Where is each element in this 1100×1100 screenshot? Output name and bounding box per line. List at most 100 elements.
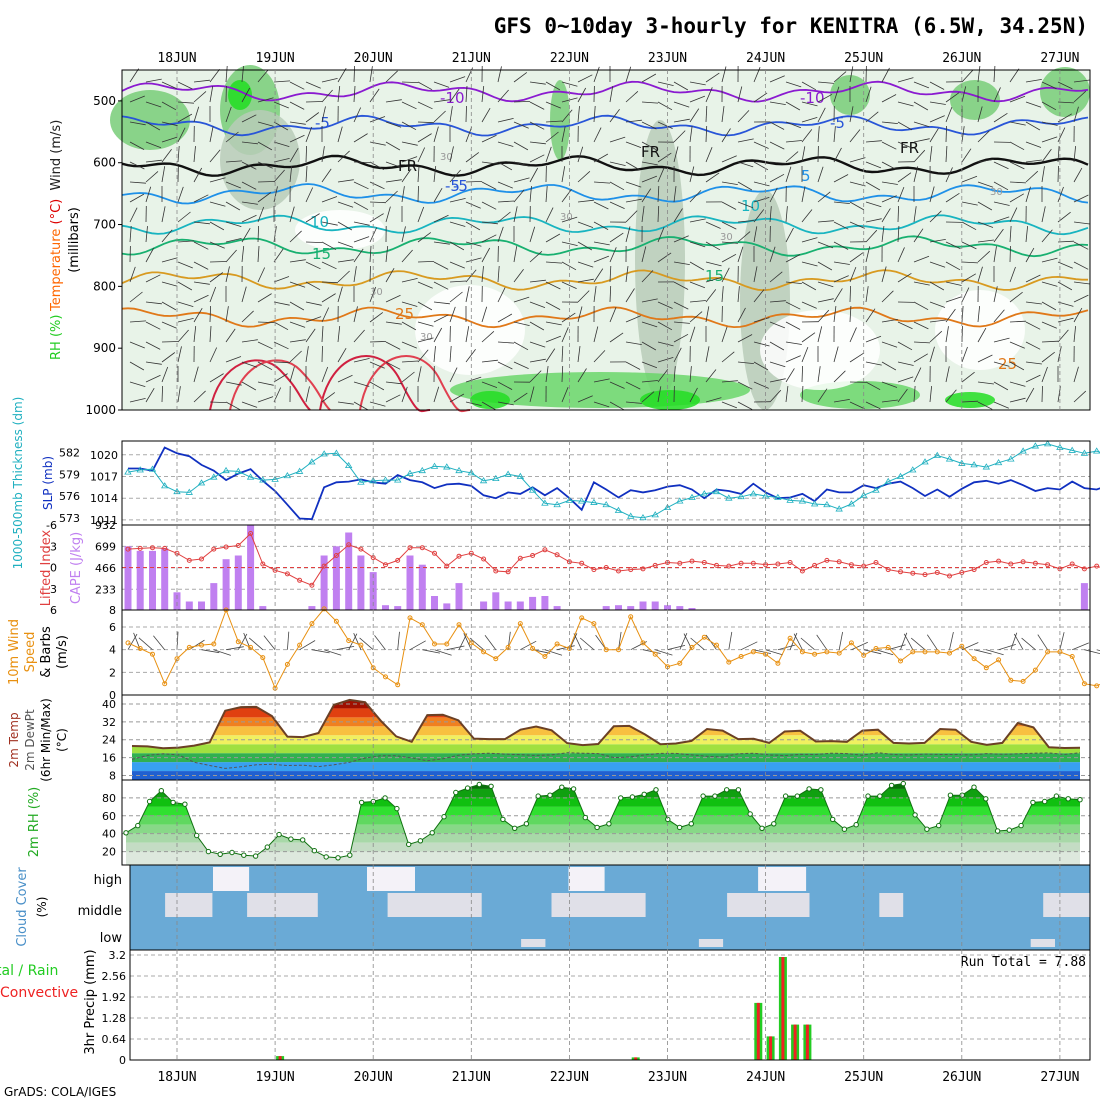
wind-marker <box>652 651 658 657</box>
wind-barb <box>673 118 690 123</box>
y-tick-label: 40 <box>102 828 116 841</box>
wind-barb <box>497 265 500 283</box>
li-marker <box>1032 560 1038 566</box>
wind-barb <box>593 105 596 123</box>
wind-barb <box>273 158 290 163</box>
wind-barb <box>481 234 497 243</box>
precip-label: 3hr Precip (mm) <box>83 949 98 1054</box>
thickness-marker <box>1092 447 1100 454</box>
cape-bar <box>455 583 463 610</box>
wind-marker <box>137 646 143 651</box>
wind-barb <box>1041 281 1058 287</box>
wind-barb <box>737 201 754 209</box>
li-marker <box>787 560 793 565</box>
wind-barb <box>529 154 545 163</box>
wind-barb <box>289 147 299 163</box>
wind-barb <box>903 633 914 650</box>
cape-bar <box>124 546 132 610</box>
wind-barb <box>401 101 417 110</box>
wind-barb <box>865 140 882 143</box>
cape-bar <box>480 601 488 610</box>
wind-barb <box>1009 225 1012 243</box>
wind-barb <box>769 141 785 150</box>
wind-barb <box>465 401 482 406</box>
rh-marker <box>1042 798 1048 805</box>
isotherm-line <box>121 114 1089 137</box>
cloud-cell <box>551 893 564 917</box>
wind-barb <box>865 286 869 303</box>
cape-bar <box>173 592 181 610</box>
wind-barb <box>433 301 450 305</box>
li-marker <box>726 563 732 569</box>
wind-barb <box>769 121 785 130</box>
cloud-cell <box>727 893 740 917</box>
wind-barb <box>753 361 769 371</box>
wind-barb <box>769 173 785 183</box>
wind-marker <box>297 642 303 648</box>
wind-barb <box>833 399 850 403</box>
wind-barb <box>463 633 472 650</box>
rh-marker <box>276 831 282 838</box>
wind-barb <box>273 141 290 147</box>
wind-barb <box>705 105 708 123</box>
wind-barb <box>673 81 689 91</box>
wind-barb <box>145 101 162 108</box>
y-tick-label-left: -6 <box>46 519 57 532</box>
wind-barb <box>1041 136 1058 143</box>
wind-barb <box>641 101 659 104</box>
wind-barb <box>801 237 818 243</box>
wind-barb <box>689 241 706 248</box>
wind-barb <box>465 152 480 163</box>
wind-barb <box>481 134 497 143</box>
cape-bar <box>602 606 610 610</box>
wind-barb <box>769 271 783 283</box>
thickness-marker <box>823 500 831 508</box>
wind-barb <box>593 66 600 83</box>
wind-barb <box>497 361 513 370</box>
wind-barb <box>673 130 686 143</box>
cloud-cell <box>387 893 400 917</box>
wind-barb <box>193 106 200 123</box>
wind-barb <box>929 210 942 223</box>
wind-barb <box>401 278 418 283</box>
rh-marker <box>853 822 859 828</box>
thickness-marker <box>921 458 929 465</box>
li-marker <box>309 582 315 588</box>
rh-marker <box>500 816 506 823</box>
date-label-top: 23JUN <box>648 51 687 66</box>
wind-barb <box>385 99 402 103</box>
cape-bar <box>504 601 512 610</box>
rh-marker <box>347 852 353 858</box>
wind-barb <box>193 366 199 383</box>
wind-barb <box>369 341 387 343</box>
li-marker <box>530 553 536 558</box>
wind-barb <box>801 301 817 309</box>
wind-barb <box>593 350 606 363</box>
cape-bar <box>308 606 316 610</box>
wind-barb <box>161 148 172 163</box>
wind-barb <box>785 321 801 330</box>
wind-barb <box>257 141 273 151</box>
thickness-marker <box>663 503 672 511</box>
wind-marker <box>579 615 585 621</box>
li-marker <box>750 560 756 566</box>
cloud-cell <box>750 893 763 917</box>
wind-barb <box>689 81 706 86</box>
wind-barb <box>817 126 820 143</box>
wind-barb <box>881 341 898 348</box>
wind-barb <box>257 192 272 203</box>
wind-barb <box>689 218 706 223</box>
wind-barb <box>849 352 864 363</box>
wind-barb <box>289 81 305 90</box>
wind-barb <box>913 367 922 383</box>
wind-marker <box>199 642 204 648</box>
rh-marker <box>653 787 659 793</box>
wind-barb <box>145 341 161 350</box>
thickness-marker <box>222 466 230 474</box>
wind-barb <box>785 355 801 363</box>
wind-barb <box>177 127 186 143</box>
wind-barb <box>577 221 594 228</box>
li-marker <box>738 560 744 566</box>
wind-barb <box>241 339 258 343</box>
wind-barb <box>1057 101 1075 104</box>
